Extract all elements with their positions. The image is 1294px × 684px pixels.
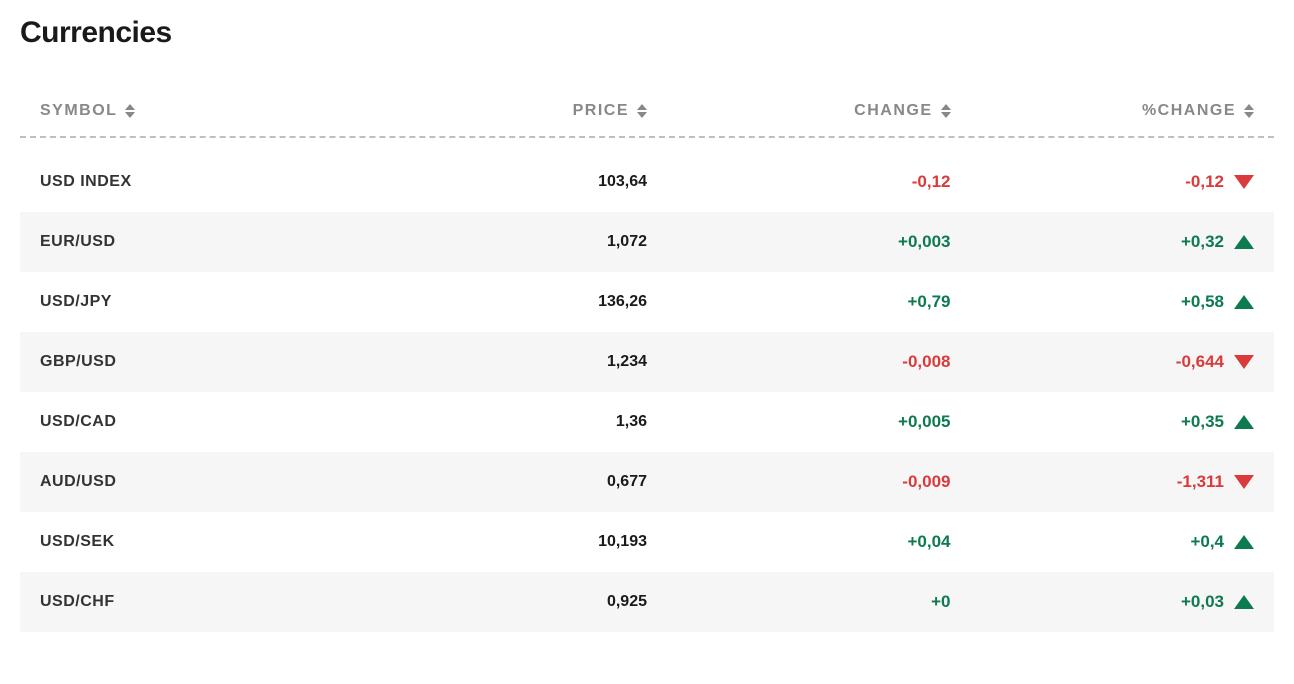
triangle-up-icon [1234,415,1254,429]
column-header-label: CHANGE [854,102,932,120]
pct-change-cell: +0,4 [951,532,1255,552]
table-row[interactable]: USD/CAD1,36+0,005 +0,35 [20,392,1274,452]
triangle-down-icon [1234,355,1254,369]
table-row[interactable]: USD INDEX103,64-0,12-0,12 [20,152,1274,212]
currencies-table: SYMBOL PRICE CHANGE %CHANGE USD INDEX103… [20,90,1274,632]
column-header-symbol[interactable]: SYMBOL [40,102,344,120]
column-header-pct-change[interactable]: %CHANGE [951,102,1255,120]
price-cell: 0,925 [344,593,648,611]
pct-change-value: +0,4 [1190,532,1224,552]
symbol-cell: USD/CAD [40,413,344,431]
table-row[interactable]: GBP/USD1,234-0,008 -0,644 [20,332,1274,392]
symbol-cell: USD INDEX [40,173,344,191]
triangle-down-icon [1234,175,1254,189]
triangle-down-icon [1234,475,1254,489]
sort-icon [637,104,647,118]
sort-icon [1244,104,1254,118]
column-header-label: PRICE [573,102,629,120]
price-cell: 10,193 [344,533,648,551]
price-cell: 1,072 [344,233,648,251]
price-cell: 103,64 [344,173,648,191]
table-row[interactable]: AUD/USD0,677-0,009 -1,311 [20,452,1274,512]
pct-change-cell: -0,644 [951,352,1255,372]
change-cell: +0 [647,592,951,612]
column-header-label: %CHANGE [1142,102,1236,120]
column-header-change[interactable]: CHANGE [647,102,951,120]
symbol-cell: USD/JPY [40,293,344,311]
pct-change-value: -0,644 [1176,352,1224,372]
table-body: USD INDEX103,64-0,12-0,12EUR/USD1,072+0,… [20,152,1274,632]
triangle-up-icon [1234,235,1254,249]
change-cell: -0,009 [647,472,951,492]
pct-change-cell: -1,311 [951,472,1255,492]
pct-change-value: -0,12 [1185,172,1224,192]
change-cell: -0,008 [647,352,951,372]
triangle-up-icon [1234,295,1254,309]
change-cell: +0,04 [647,532,951,552]
price-cell: 136,26 [344,293,648,311]
price-cell: 1,234 [344,353,648,371]
symbol-cell: USD/SEK [40,533,344,551]
pct-change-cell: +0,32 [951,232,1255,252]
change-cell: +0,005 [647,412,951,432]
triangle-up-icon [1234,535,1254,549]
column-header-price[interactable]: PRICE [344,102,648,120]
triangle-up-icon [1234,595,1254,609]
pct-change-value: +0,32 [1181,232,1224,252]
pct-change-value: -1,311 [1177,472,1224,492]
pct-change-value: +0,03 [1181,592,1224,612]
column-header-label: SYMBOL [40,102,117,120]
table-row[interactable]: USD/SEK10,193+0,04 +0,4 [20,512,1274,572]
pct-change-value: +0,58 [1181,292,1224,312]
table-row[interactable]: EUR/USD1,072+0,003 +0,32 [20,212,1274,272]
pct-change-cell: +0,58 [951,292,1255,312]
symbol-cell: USD/CHF [40,593,344,611]
page-title: Currencies [20,16,1274,50]
pct-change-cell: +0,03 [951,592,1255,612]
change-cell: +0,003 [647,232,951,252]
pct-change-value: +0,35 [1181,412,1224,432]
price-cell: 0,677 [344,473,648,491]
price-cell: 1,36 [344,413,648,431]
sort-icon [941,104,951,118]
pct-change-cell: -0,12 [951,172,1255,192]
change-cell: +0,79 [647,292,951,312]
symbol-cell: EUR/USD [40,233,344,251]
table-row[interactable]: USD/JPY136,26+0,79 +0,58 [20,272,1274,332]
change-cell: -0,12 [647,172,951,192]
table-header-row: SYMBOL PRICE CHANGE %CHANGE [20,90,1274,138]
table-row[interactable]: USD/CHF0,925+0 +0,03 [20,572,1274,632]
sort-icon [125,104,135,118]
pct-change-cell: +0,35 [951,412,1255,432]
symbol-cell: GBP/USD [40,353,344,371]
symbol-cell: AUD/USD [40,473,344,491]
